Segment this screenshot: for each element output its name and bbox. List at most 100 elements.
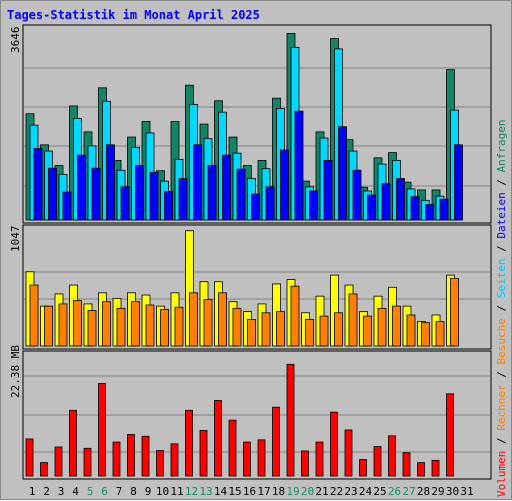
legend-part-6: Seiten — [495, 259, 508, 299]
bar-rechner-day-2 — [44, 305, 53, 347]
bar-dateien-day-27 — [410, 196, 420, 221]
bar-rechner-day-11 — [174, 306, 184, 347]
legend-part-5: / — [495, 298, 508, 318]
legend-part-7: / — [495, 239, 508, 259]
bar-dateien-day-4 — [77, 154, 86, 221]
bar-rechner-day-10 — [160, 309, 169, 347]
bar-dateien-day-23 — [352, 169, 362, 221]
bar-dateien-day-19 — [294, 110, 304, 221]
day-label-12: 12 — [185, 485, 198, 498]
day-label-26: 26 — [388, 485, 401, 498]
bar-dateien-day-11 — [178, 178, 188, 221]
bar-dateien-day-7 — [120, 186, 130, 221]
day-label-4: 4 — [72, 485, 79, 498]
legend-part-1: / — [495, 431, 508, 451]
legend-part-8: Dateien — [495, 192, 508, 238]
bar-rechner-day-26 — [392, 305, 401, 347]
bar-rechner-day-27 — [406, 314, 416, 347]
bar-rechner-day-23 — [348, 293, 358, 347]
bar-dateien-day-5 — [91, 167, 101, 221]
legend-part-10: Anfragen — [495, 119, 508, 172]
chart-title: Tages-Statistik im Monat April 2025 — [7, 8, 260, 22]
bar-volumen-day-21 — [315, 441, 324, 477]
bar-volumen-day-7 — [112, 441, 121, 477]
bar-rechner-day-21 — [319, 315, 329, 347]
bar-rechner-day-18 — [276, 311, 285, 347]
bar-volumen-day-13 — [199, 430, 208, 477]
day-label-17: 17 — [257, 485, 270, 498]
bar-volumen-day-8 — [127, 434, 135, 477]
bar-dateien-day-25 — [381, 183, 391, 221]
bar-dateien-day-26 — [396, 178, 405, 221]
bar-dateien-day-14 — [222, 154, 231, 221]
bar-dateien-day-16 — [251, 193, 260, 221]
bar-rechner-day-16 — [247, 319, 256, 347]
bar-dateien-day-13 — [207, 165, 217, 221]
day-label-1: 1 — [29, 485, 36, 498]
day-label-23: 23 — [344, 485, 357, 498]
day-label-22: 22 — [330, 485, 343, 498]
bar-volumen-day-3 — [54, 446, 63, 477]
series-legend: Volumen / Rechner / Besuche / Seiten / D… — [495, 119, 508, 497]
day-label-18: 18 — [272, 485, 285, 498]
bar-rechner-day-29 — [435, 321, 445, 347]
bar-dateien-day-20 — [309, 190, 318, 221]
bar-volumen-day-1 — [25, 438, 34, 477]
day-label-19: 19 — [286, 485, 299, 498]
day-label-27: 27 — [402, 485, 415, 498]
bar-volumen-day-19 — [286, 363, 295, 477]
bar-volumen-day-16 — [243, 441, 251, 477]
bar-volumen-day-10 — [156, 450, 164, 477]
bar-rechner-day-25 — [377, 307, 387, 347]
bar-rechner-day-12 — [189, 292, 198, 347]
legend-part-0: Volumen — [495, 451, 508, 497]
day-label-2: 2 — [43, 485, 50, 498]
bar-rechner-day-9 — [145, 304, 155, 347]
bar-dateien-day-21 — [323, 159, 333, 221]
day-label-7: 7 — [116, 485, 123, 498]
panel-0-max-label: 3646 — [9, 27, 22, 54]
bar-volumen-day-14 — [214, 400, 222, 477]
bar-rechner-day-14 — [218, 292, 227, 347]
bar-rechner-day-22 — [334, 312, 343, 347]
bar-volumen-day-12 — [185, 409, 193, 477]
day-label-14: 14 — [214, 485, 228, 498]
legend-part-3: / — [495, 365, 508, 385]
legend-part-2: Rechner — [495, 384, 508, 431]
bar-rechner-day-6 — [102, 301, 111, 347]
day-label-6: 6 — [101, 485, 108, 498]
day-label-3: 3 — [58, 485, 65, 498]
bar-rechner-day-5 — [87, 310, 97, 347]
day-label-15: 15 — [228, 485, 241, 498]
bar-volumen-day-20 — [301, 450, 309, 477]
bar-volumen-day-15 — [228, 419, 237, 477]
legend-part-9: / — [495, 172, 508, 192]
bar-rechner-day-19 — [290, 285, 300, 347]
legend-part-4: Besuche — [495, 318, 508, 364]
bar-rechner-day-20 — [305, 319, 314, 347]
bar-volumen-day-27 — [402, 452, 411, 477]
bar-volumen-day-23 — [344, 429, 353, 477]
day-label-31: 31 — [460, 485, 473, 498]
day-label-24: 24 — [359, 485, 373, 498]
bar-volumen-day-18 — [272, 406, 280, 477]
bar-dateien-day-29 — [439, 198, 449, 221]
bar-volumen-day-25 — [373, 446, 382, 477]
day-label-9: 9 — [145, 485, 152, 498]
bar-volumen-day-24 — [359, 459, 367, 477]
bar-dateien-day-12 — [193, 144, 202, 221]
bar-rechner-day-3 — [58, 303, 68, 347]
bar-volumen-day-9 — [141, 435, 150, 477]
bar-rechner-day-13 — [203, 299, 213, 347]
bar-volumen-day-17 — [257, 439, 266, 477]
bar-volumen-day-5 — [83, 447, 92, 477]
day-label-16: 16 — [243, 485, 256, 498]
panel-2-max-label: 22.38 MB — [9, 345, 22, 398]
bar-dateien-day-22 — [338, 126, 347, 221]
day-label-5: 5 — [87, 485, 94, 498]
bar-dateien-day-18 — [280, 149, 289, 221]
bar-rechner-day-17 — [261, 312, 271, 347]
bar-rechner-day-1 — [29, 284, 39, 347]
